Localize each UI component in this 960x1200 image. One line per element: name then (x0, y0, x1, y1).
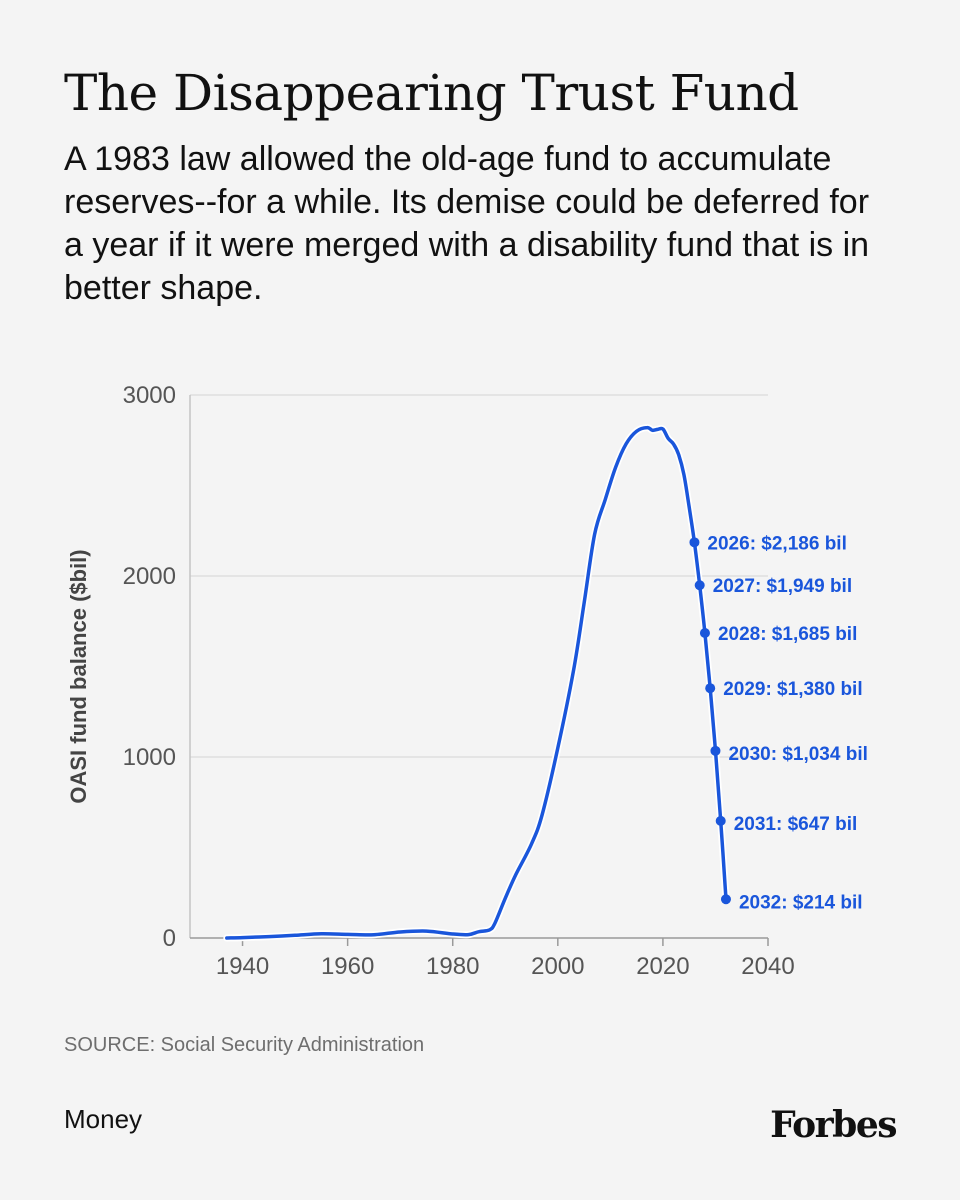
data-label: 2029: $1,380 bil (723, 679, 862, 700)
data-label: 2030: $1,034 bil (728, 744, 867, 765)
source-note: SOURCE: Social Security Administration (64, 1034, 425, 1056)
x-tick-label: 1980 (426, 953, 479, 980)
data-label: 2031: $647 bil (734, 814, 858, 835)
y-axis-label: OASI fund balance ($bil) (66, 549, 91, 803)
chart-title: The Disappearing Trust Fund (64, 64, 799, 122)
data-point (705, 683, 716, 694)
series-line-halo (223, 424, 730, 942)
axis-layer: 0 1000 2000 3000 1940 1960 1980 2000 2020 2040 OAS… (66, 382, 795, 980)
data-point (689, 537, 700, 548)
grid-layer (190, 394, 768, 758)
chart-subtitle: A 1983 law allowed the old-age fund to a… (64, 140, 870, 307)
data-point (699, 628, 710, 639)
x-tick-label: 2020 (636, 953, 689, 980)
data-point (715, 815, 726, 826)
x-tick-label: 2000 (531, 953, 584, 980)
data-label: 2027: $1,949 bil (713, 576, 852, 597)
data-label: 2026: $2,186 bil (707, 533, 846, 554)
chart: 0 1000 2000 3000 1940 1960 1980 2000 2020 2040 OAS… (66, 382, 868, 980)
series-line (225, 425, 728, 940)
annotation-layer: 2026: $2,186 bil 2027: $1,949 bil 2028: $1… (689, 533, 868, 913)
y-tick-label: 1000 (123, 744, 176, 771)
x-tick-label: 1940 (216, 953, 269, 980)
data-point (720, 894, 731, 905)
data-point (710, 745, 721, 756)
forbes-logo: Forbes (770, 1104, 897, 1146)
data-label: 2028: $1,685 bil (718, 624, 857, 645)
y-tick-label: 2000 (123, 563, 176, 590)
x-tick-label: 2040 (741, 953, 794, 980)
x-tick-label: 1960 (321, 953, 374, 980)
data-label: 2032: $214 bil (739, 892, 863, 913)
data-point (694, 580, 705, 591)
y-tick-label: 3000 (123, 382, 176, 409)
y-tick-label: 0 (163, 925, 176, 952)
line-layer (223, 424, 730, 942)
section-label: Money (64, 1104, 143, 1134)
